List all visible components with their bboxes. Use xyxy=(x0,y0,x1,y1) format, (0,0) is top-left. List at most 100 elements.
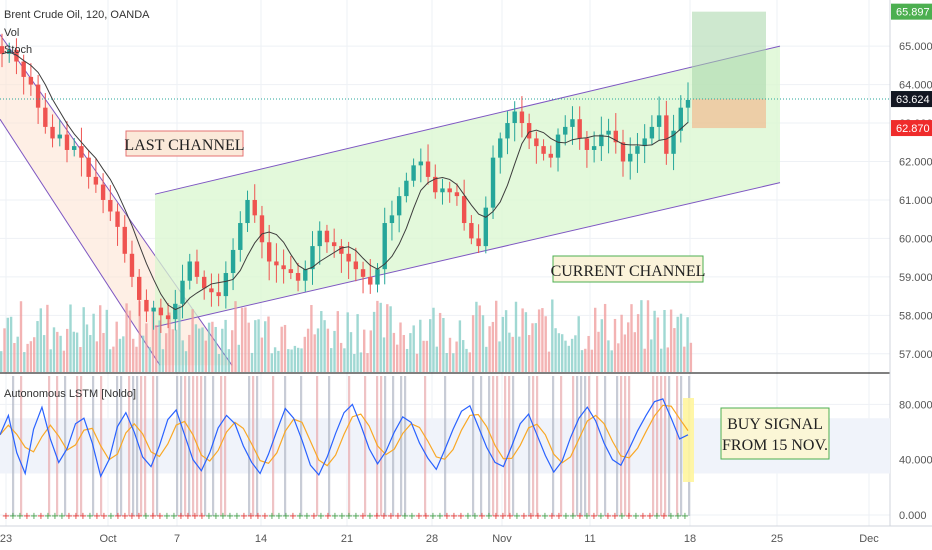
lstm-signal-bar xyxy=(676,376,679,516)
lstm-signal-bar xyxy=(400,376,403,516)
lstm-marker: + xyxy=(555,511,563,522)
volume-bar xyxy=(372,311,376,372)
candle-body xyxy=(317,230,322,247)
volume-bar xyxy=(207,322,211,372)
lstm-signal-bar xyxy=(572,376,575,516)
lstm-signal-bar xyxy=(616,376,619,516)
last-channel-label-box[interactable] xyxy=(125,130,244,157)
candle-body xyxy=(238,223,243,250)
volume-bar xyxy=(554,328,557,372)
price-axis[interactable]: 65.00064.00063.00062.00061.00060.00059.0… xyxy=(899,41,932,361)
candle-body xyxy=(642,138,647,147)
volume-bar xyxy=(409,333,412,372)
lstm-marker: + xyxy=(499,511,507,522)
volume-bar xyxy=(148,347,151,372)
lstm-signal-bar xyxy=(444,376,447,516)
lstm-signal-bar xyxy=(508,376,511,516)
volume-bar xyxy=(432,307,435,372)
volume-bar xyxy=(46,304,49,372)
volume-bar xyxy=(396,344,399,372)
lstm-marker: + xyxy=(548,511,556,522)
lstm-marker: + xyxy=(317,511,325,522)
lstm-signal-bar xyxy=(188,376,191,516)
time-tick-label: 18 xyxy=(684,533,696,545)
volume-bar xyxy=(495,300,498,372)
lstm-marker: + xyxy=(338,511,346,522)
lstm-signal-bar xyxy=(348,376,351,516)
lstm-marker: + xyxy=(394,511,402,522)
volume-bar xyxy=(369,330,372,372)
time-tick-label: 25 xyxy=(771,533,783,545)
lstm-signal-bar xyxy=(536,376,539,516)
volume-bar xyxy=(115,321,118,372)
lstm-marker: + xyxy=(618,511,626,522)
candle-body xyxy=(577,119,582,139)
volume-bar xyxy=(346,312,349,372)
lstm-marker: + xyxy=(569,511,577,522)
buy-signal-box[interactable] xyxy=(720,407,830,460)
volume-bar xyxy=(379,302,382,372)
volume-bar xyxy=(128,310,132,372)
candle-body xyxy=(519,111,525,124)
candle-body xyxy=(28,76,34,85)
lstm-signal-bar xyxy=(660,376,663,516)
lstm-marker: + xyxy=(352,511,360,522)
volume-bar xyxy=(234,301,237,372)
volume-bar xyxy=(689,342,693,372)
lstm-signal-bar xyxy=(248,376,251,516)
lstm-marker: + xyxy=(79,511,87,522)
candle-body xyxy=(447,188,452,193)
lstm-marker: + xyxy=(415,511,423,522)
volume-bar xyxy=(392,332,396,372)
candle-body xyxy=(50,126,55,139)
volume-bar xyxy=(547,351,551,372)
candle-body xyxy=(635,146,640,154)
lstm-axis[interactable]: 80.000 40.000 0.000 xyxy=(899,399,932,522)
stoch-legend[interactable]: Stoch xyxy=(4,44,32,56)
price-tick-label: 57.000 xyxy=(899,349,932,361)
lstm-marker: + xyxy=(625,511,633,522)
lstm-signal-bar xyxy=(528,376,531,516)
volume-bar xyxy=(250,352,254,372)
volume-bar xyxy=(660,348,663,372)
candle-body xyxy=(505,123,510,139)
volume-bar xyxy=(270,353,273,372)
lstm-marker: + xyxy=(667,511,675,522)
lstm-marker: + xyxy=(478,511,486,522)
volume-bar xyxy=(267,316,270,372)
volume-bar xyxy=(227,349,231,372)
volume-bar xyxy=(528,335,531,372)
candle-body xyxy=(548,153,553,158)
candle-body xyxy=(498,138,503,158)
volume-bar xyxy=(105,309,108,372)
volume-bar xyxy=(290,349,293,372)
lstm-marker: + xyxy=(65,511,73,522)
candle-body xyxy=(115,211,120,227)
moving-average xyxy=(1,51,689,311)
lstm-legend[interactable]: Autonomous LSTM [Noldo] xyxy=(4,388,136,400)
lstm-marker: + xyxy=(135,511,143,522)
volume-bar xyxy=(181,340,184,372)
volume-legend[interactable]: Vol xyxy=(4,27,19,39)
lstm-signal-bar xyxy=(200,376,203,516)
time-axis[interactable]: 23 Oct 7 14 21 28 Nov 11 18 25 Dec xyxy=(0,533,879,545)
volume-bar xyxy=(62,350,66,372)
volume-bar xyxy=(118,338,122,372)
lstm-marker: + xyxy=(520,511,528,522)
current-channel-label-box[interactable] xyxy=(552,255,704,283)
volume-bar xyxy=(518,336,521,372)
lstm-marker: + xyxy=(58,511,66,522)
lstm-signal-bar xyxy=(220,376,223,516)
lstm-signal-bar xyxy=(552,376,555,516)
lstm-marker: + xyxy=(282,511,290,522)
candle-body xyxy=(570,119,575,127)
volume-bar xyxy=(557,333,561,372)
lstm-marker: + xyxy=(30,511,38,522)
candle-body xyxy=(454,192,460,197)
lstm-marker: + xyxy=(443,511,451,522)
candle-body xyxy=(245,199,250,224)
lstm-signal-bar xyxy=(156,376,159,516)
symbol-title[interactable]: Brent Crude Oil, 120, OANDA xyxy=(4,9,150,21)
lstm-marker: + xyxy=(457,511,465,522)
